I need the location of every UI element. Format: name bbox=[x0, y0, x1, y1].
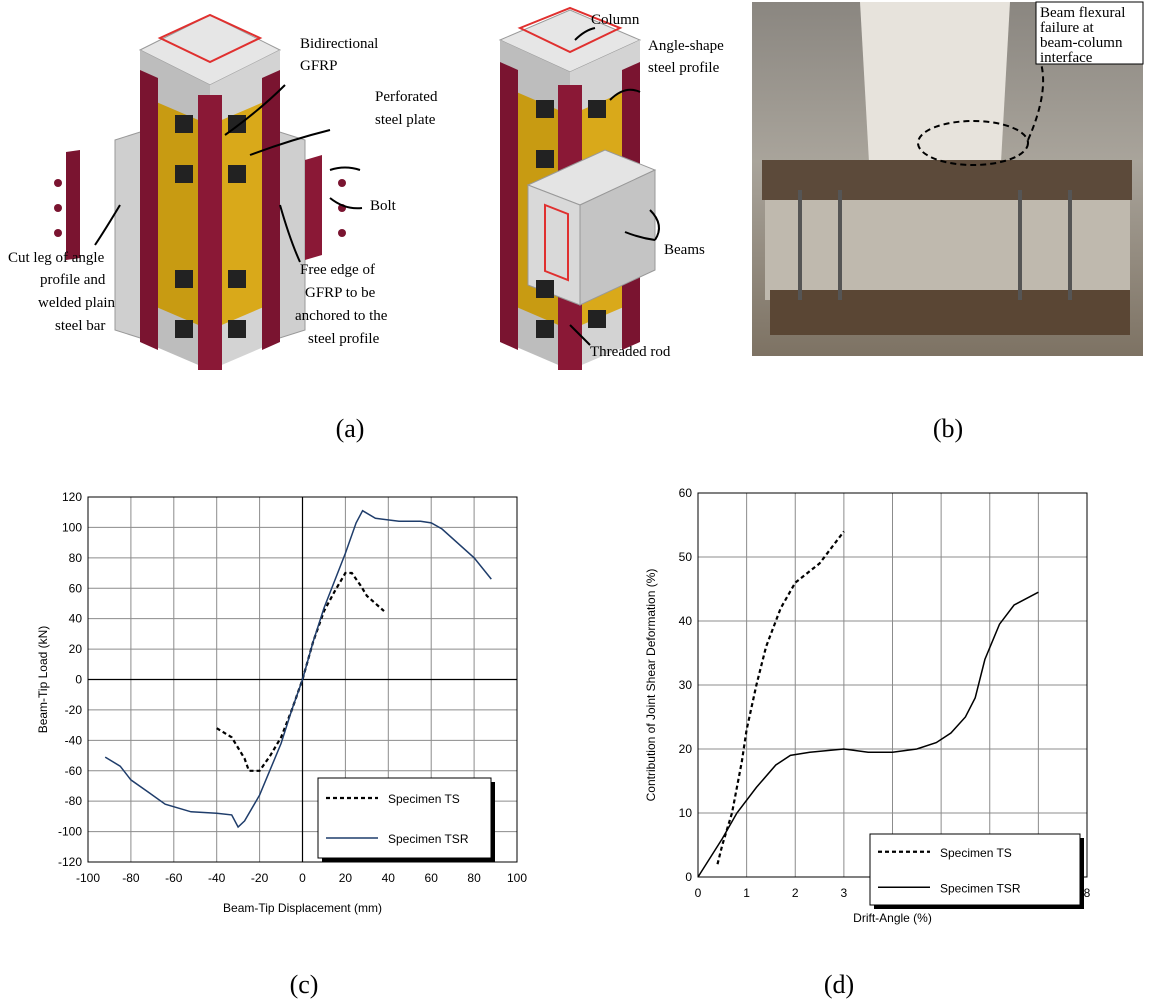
label-free-edge: anchored to the bbox=[295, 308, 388, 324]
y-tick-label: 100 bbox=[62, 520, 82, 534]
y-tick-label: -80 bbox=[65, 794, 83, 808]
y-tick-label: -40 bbox=[65, 733, 83, 747]
label-bolt: Bolt bbox=[370, 198, 397, 214]
y-tick-label: -20 bbox=[65, 703, 83, 717]
y-axis-label: Beam-Tip Load (kN) bbox=[36, 626, 50, 734]
legend-label: Specimen TSR bbox=[388, 832, 469, 846]
label-rod: Threaded rod bbox=[590, 344, 671, 360]
legend-label: Specimen TS bbox=[940, 846, 1012, 860]
label-column: Column bbox=[591, 12, 640, 28]
y-tick-label: -120 bbox=[58, 855, 82, 869]
label-cut-leg: profile and bbox=[40, 272, 106, 288]
label-free-edge: Free edge of bbox=[300, 262, 375, 278]
panel-caption: (d) bbox=[824, 970, 854, 999]
photo-annotation: beam-column bbox=[1040, 35, 1123, 51]
y-tick-label: 0 bbox=[75, 673, 82, 687]
y-tick-label: 20 bbox=[679, 742, 693, 756]
label-free-edge: steel profile bbox=[308, 331, 380, 347]
x-tick-label: -40 bbox=[208, 871, 226, 885]
label-gfrp: GFRP bbox=[300, 58, 338, 74]
y-tick-label: 80 bbox=[69, 551, 83, 565]
x-tick-label: 8 bbox=[1084, 886, 1091, 900]
y-tick-label: 40 bbox=[69, 612, 83, 626]
x-tick-label: 20 bbox=[339, 871, 353, 885]
y-tick-label: 50 bbox=[679, 550, 693, 564]
x-tick-label: 40 bbox=[382, 871, 396, 885]
label-beams: Beams bbox=[664, 242, 705, 258]
legend-label: Specimen TS bbox=[388, 792, 460, 806]
panel-caption: (b) bbox=[933, 414, 963, 443]
y-tick-label: 10 bbox=[679, 806, 693, 820]
x-axis-label: Drift-Angle (%) bbox=[853, 911, 932, 925]
label-plate: steel plate bbox=[375, 112, 436, 128]
label-cut-leg: steel bar bbox=[55, 318, 105, 334]
y-tick-label: 40 bbox=[679, 614, 693, 628]
x-tick-label: 0 bbox=[299, 871, 306, 885]
y-tick-label: 60 bbox=[679, 486, 693, 500]
y-tick-label: 120 bbox=[62, 490, 82, 504]
label-angle: steel profile bbox=[648, 60, 720, 76]
panel-caption: (a) bbox=[336, 414, 365, 443]
photo-annotation: interface bbox=[1040, 50, 1093, 66]
photo-annotation: Beam flexural bbox=[1040, 5, 1125, 21]
label-free-edge: GFRP to be bbox=[305, 285, 376, 301]
y-axis-label: Contribution of Joint Shear Deformation … bbox=[644, 569, 658, 802]
legend-box bbox=[318, 778, 491, 858]
y-tick-label: 0 bbox=[685, 870, 692, 884]
y-tick-label: -60 bbox=[65, 764, 83, 778]
legend-label: Specimen TSR bbox=[940, 881, 1021, 895]
series-line bbox=[217, 573, 384, 771]
y-tick-label: 60 bbox=[69, 581, 83, 595]
x-tick-label: -20 bbox=[251, 871, 269, 885]
x-tick-label: 60 bbox=[425, 871, 439, 885]
label-plate: Perforated bbox=[375, 89, 438, 105]
x-tick-label: 0 bbox=[695, 886, 702, 900]
label-gfrp: Bidirectional bbox=[300, 36, 378, 52]
y-tick-label: -100 bbox=[58, 825, 82, 839]
x-tick-label: -100 bbox=[76, 871, 100, 885]
y-tick-label: 30 bbox=[679, 678, 693, 692]
x-tick-label: -80 bbox=[122, 871, 140, 885]
label-angle: Angle-shape bbox=[648, 38, 724, 54]
x-tick-label: 80 bbox=[467, 871, 481, 885]
x-tick-label: 1 bbox=[743, 886, 750, 900]
photo: Beam flexural failure at beam-column int… bbox=[752, 2, 1143, 443]
x-axis-label: Beam-Tip Displacement (mm) bbox=[223, 901, 382, 915]
x-tick-label: 2 bbox=[792, 886, 799, 900]
x-tick-label: 100 bbox=[507, 871, 527, 885]
column-illustration-right bbox=[500, 8, 655, 370]
label-cut-leg: welded plain bbox=[38, 295, 116, 311]
x-tick-label: -60 bbox=[165, 871, 183, 885]
photo-annotation: failure at bbox=[1040, 20, 1095, 36]
x-tick-label: 3 bbox=[841, 886, 848, 900]
figure: Column Bidirectional GFRP Angle-shape st… bbox=[0, 0, 1157, 1003]
panel-caption: (c) bbox=[290, 970, 319, 999]
y-tick-label: 20 bbox=[69, 642, 83, 656]
label-cut-leg: Cut leg of angle bbox=[8, 250, 105, 266]
